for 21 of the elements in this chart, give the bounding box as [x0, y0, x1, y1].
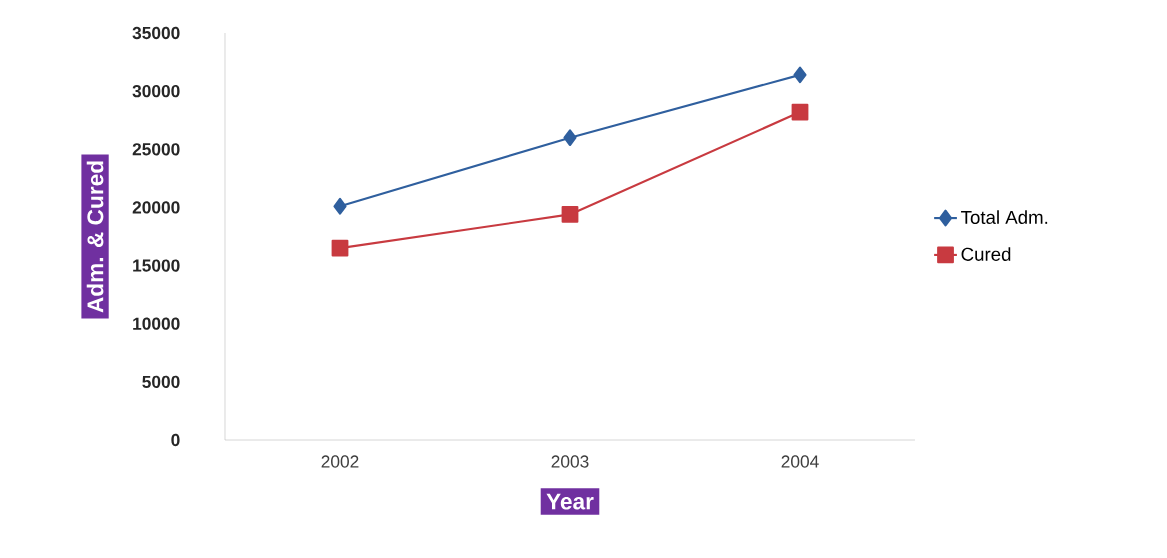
y-tick-label: 0: [171, 433, 180, 447]
legend-label: Cured: [961, 247, 1011, 261]
x-tick-label: 2004: [781, 455, 819, 468]
legend-label: Total Adm.: [961, 210, 1048, 225]
y-tick-label: 25000: [132, 143, 180, 156]
y-tick-label: 10000: [133, 317, 180, 330]
y-tick-label: 5000: [142, 375, 180, 388]
point: [331, 239, 349, 257]
point: [791, 103, 809, 121]
point: [563, 129, 577, 147]
x-tick-label: 2003: [551, 455, 589, 468]
x-tick-label: 2002: [321, 455, 359, 468]
y-tick-label: 30000: [132, 85, 180, 98]
y-axis-title: Adm. & Cured: [86, 161, 104, 313]
x-axis-title: Year: [546, 493, 594, 510]
point: [793, 66, 807, 84]
y-tick-label: 20000: [132, 201, 180, 214]
y-tick-label: 35000: [132, 26, 180, 40]
point: [333, 197, 347, 215]
point: [561, 206, 579, 223]
y-tick-label: 15000: [133, 259, 180, 272]
